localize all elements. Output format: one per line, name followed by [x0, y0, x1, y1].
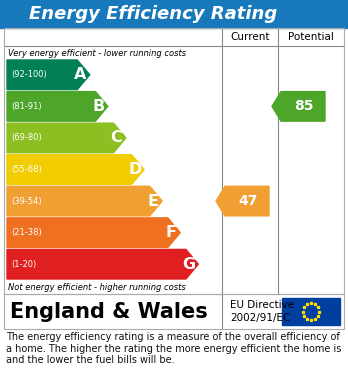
Polygon shape — [7, 60, 90, 90]
Text: England & Wales: England & Wales — [10, 301, 208, 321]
Text: (39-54): (39-54) — [11, 197, 42, 206]
Text: F: F — [165, 225, 176, 240]
Text: The energy efficiency rating is a measure of the overall efficiency of a home. T: The energy efficiency rating is a measur… — [6, 332, 341, 365]
Polygon shape — [7, 123, 126, 153]
Polygon shape — [216, 186, 269, 216]
Bar — [0, 0, 348, 28]
Bar — [282, 298, 340, 325]
Bar — [4, 28, 344, 294]
Text: Potential: Potential — [288, 32, 334, 42]
Polygon shape — [7, 91, 108, 121]
Text: G: G — [182, 257, 196, 272]
Polygon shape — [7, 186, 162, 216]
Text: (69-80): (69-80) — [11, 133, 42, 142]
Polygon shape — [7, 155, 144, 184]
Text: (55-68): (55-68) — [11, 165, 42, 174]
Bar — [4, 294, 344, 329]
Polygon shape — [7, 218, 180, 248]
Text: Not energy efficient - higher running costs: Not energy efficient - higher running co… — [8, 283, 186, 292]
Text: (1-20): (1-20) — [11, 260, 36, 269]
Text: EU Directive
2002/91/EC: EU Directive 2002/91/EC — [230, 300, 294, 323]
Text: C: C — [111, 131, 122, 145]
Text: Energy Efficiency Rating: Energy Efficiency Rating — [29, 5, 277, 23]
Text: (81-91): (81-91) — [11, 102, 42, 111]
Polygon shape — [272, 91, 325, 121]
Polygon shape — [7, 249, 198, 279]
Text: A: A — [74, 67, 87, 82]
Text: D: D — [128, 162, 141, 177]
Text: (92-100): (92-100) — [11, 70, 47, 79]
Text: 47: 47 — [238, 194, 258, 208]
Text: Very energy efficient - lower running costs: Very energy efficient - lower running co… — [8, 48, 186, 57]
Text: B: B — [92, 99, 105, 114]
Text: Current: Current — [230, 32, 270, 42]
Text: (21-38): (21-38) — [11, 228, 42, 237]
Text: 85: 85 — [294, 99, 314, 113]
Text: E: E — [147, 194, 158, 208]
